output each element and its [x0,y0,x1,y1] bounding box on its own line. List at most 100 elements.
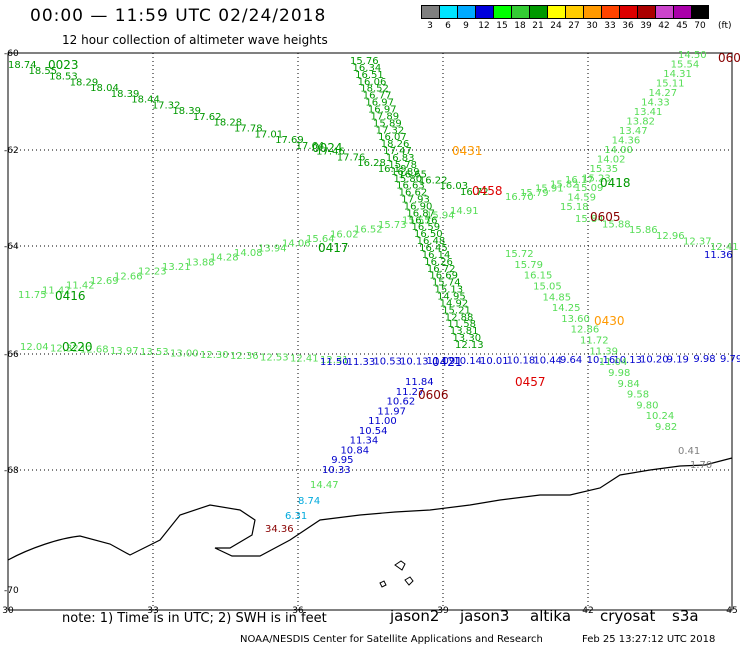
value-label: 16.97 [368,104,397,115]
value-label: 12.96 [656,231,685,242]
legend-swatch [619,5,637,19]
value-label: 16.52 [354,225,383,236]
lat-tick-label: -68 [4,466,19,476]
value-label: 12.41 [710,242,739,253]
value-label: 12.88 [445,312,474,323]
value-label: 18.55 [29,66,58,77]
value-label: 12.31 [320,355,349,366]
value-label: 16.34 [353,63,382,74]
value-label: 18.39 [111,89,140,100]
value-label: 15.78 [388,160,417,171]
legend-label: 15 [496,21,508,31]
value-label: 16.50 [414,229,443,240]
value-label: 16.76 [409,215,438,226]
value-label: 16.89 [391,167,420,178]
value-label: 12.86 [571,325,600,336]
value-label: 13.97 [110,346,139,357]
value-label: 8.74 [298,496,320,507]
value-label: 9.19 [667,354,689,365]
value-label: 9.82 [655,422,677,433]
value-label: 14.31 [663,69,692,80]
value-label: 10.13 [400,356,429,367]
legend-swatch [655,5,673,19]
value-label: 11.58 [447,319,476,330]
legend-swatch [421,5,439,19]
value-label: 11.04 [599,357,628,368]
value-label: 16.90 [404,201,433,212]
value-label: 15.84 [575,214,604,225]
value-label: 10.24 [646,411,675,422]
value-label: 18.44 [131,95,160,106]
legend-label: 21 [532,21,544,31]
legend-swatch [547,5,565,19]
value-label: 13.00 [170,349,199,360]
value-label: 16.59 [411,222,440,233]
value-label: 16.14 [422,250,451,261]
value-label: 17.62 [193,112,222,123]
value-label: 16.62 [399,188,428,199]
lon-tick-label: 33 [147,606,158,616]
value-label: 11.42 [66,281,95,292]
value-label: 11.00 [368,416,397,427]
value-label: 9.95 [331,455,353,466]
value-label: 14.50 [678,50,707,61]
legend-swatch [583,5,601,19]
legend-label: 30 [586,21,598,31]
value-label: 12.23 [138,267,167,278]
value-label: 16.83 [386,153,415,164]
value-label: 18.04 [90,83,119,94]
value-label: 15.88 [602,220,631,231]
lon-tick-label: 39 [437,606,449,616]
track-time-label: 0430 [594,314,625,328]
lat-tick-label: -64 [4,242,19,252]
value-label: 14.36 [612,136,641,147]
footer-note: note: 1) Time is in UTC; 2) SWH is in fe… [62,611,327,626]
satellite-label-jason2: jason2 [390,607,440,625]
track-time-label: 0600 [718,51,740,65]
value-label: 15.74 [432,278,461,289]
value-label: 12.32 [50,343,79,354]
value-label: 13.41 [634,107,663,118]
value-label: 14.91 [450,206,479,217]
value-label: 6.31 [285,511,307,522]
legend-label: 6 [445,21,451,31]
satellite-label-altika: altika [530,607,572,625]
coastline [7,457,733,561]
value-label: 10.62 [387,397,416,408]
value-label: 16.48 [417,236,446,247]
value-label: 9.84 [618,379,640,390]
coastline-islands [379,560,414,588]
value-label: 16.15 [524,271,553,282]
value-label: 13.88 [186,257,215,268]
value-label: 13.21 [162,262,191,273]
value-label: 15.72 [505,249,534,260]
value-label: 13.47 [619,126,648,137]
lat-tick-label: -62 [4,146,19,156]
value-label: 17.76 [337,152,366,163]
value-label: 12.13 [455,340,484,351]
value-label: 17.69 [275,135,304,146]
lon-tick-label: 45 [726,606,737,616]
value-label: 10.13 [613,355,642,366]
value-label: 12.41 [290,354,319,365]
legend-label: 12 [478,21,490,31]
value-label: 15.94 [426,211,455,222]
value-label: 12.66 [114,271,143,282]
value-label: 16.03 [439,181,468,192]
value-label: 10.14 [453,356,482,367]
legend-label: 45 [676,21,688,31]
value-label: 16.45 [419,243,448,254]
satellite-label-cryosat: cryosat [600,607,656,625]
value-label: 13.94 [258,243,287,254]
value-label: 0.41 [678,446,700,457]
legend-swatch [475,5,493,19]
value-label: 17.46 [316,147,345,158]
value-label: 12.69 [90,276,119,287]
value-label: 17.93 [401,195,430,206]
legend-swatch [601,5,619,19]
value-label: 11.84 [405,377,434,388]
track-time-label: 0421 [432,355,463,369]
value-label: 10.53 [373,357,402,368]
map-frame [7,52,733,611]
